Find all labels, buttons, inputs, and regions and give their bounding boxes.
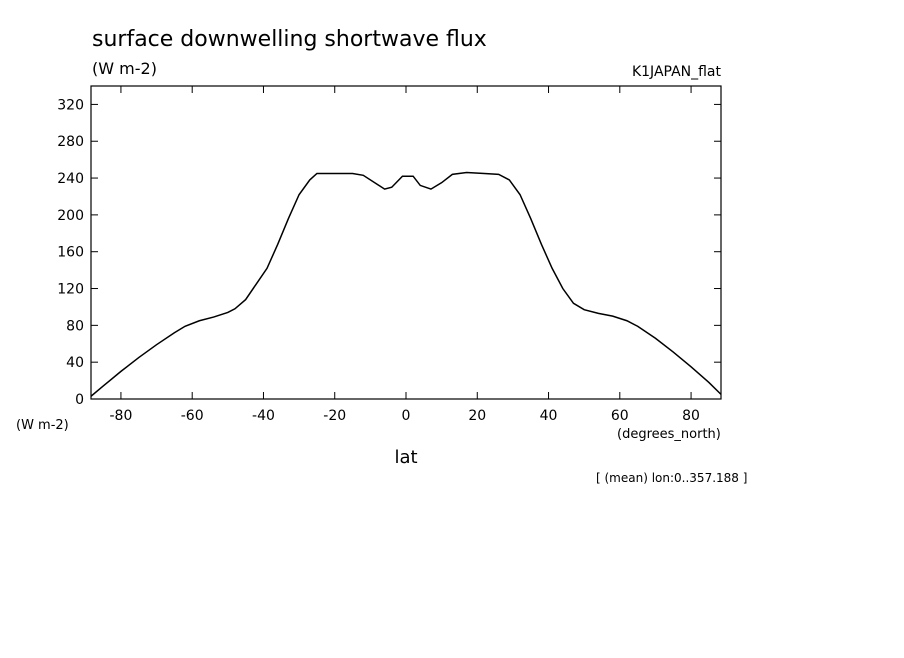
note: [ (mean) lon:0..357.188 ] xyxy=(596,471,747,485)
y-tick-label: 160 xyxy=(57,245,84,261)
y-tick-label: 0 xyxy=(75,392,84,408)
x-tick-label: -80 xyxy=(109,408,132,424)
y-tick-label: 120 xyxy=(57,282,84,298)
x-tick-label: 80 xyxy=(682,408,700,424)
data-line xyxy=(90,171,722,397)
y-tick-label: 80 xyxy=(66,318,84,334)
chart-title: surface downwelling shortwave flux xyxy=(92,27,487,52)
y-axis-unit: (W m-2) xyxy=(16,418,69,433)
x-tick-label: 40 xyxy=(540,408,558,424)
x-tick-label: -20 xyxy=(323,408,346,424)
x-tick-label: 60 xyxy=(611,408,629,424)
x-tick-label: -60 xyxy=(181,408,204,424)
y-unit: (W m-2) xyxy=(92,59,157,78)
x-unit: (degrees_north) xyxy=(617,427,721,442)
y-tick-label: 40 xyxy=(66,355,84,371)
plot-frame xyxy=(90,85,722,400)
x-axis-label: lat xyxy=(394,447,417,468)
y-tick-label: 200 xyxy=(57,208,84,224)
y-tick-label: 320 xyxy=(57,97,84,113)
x-tick-label: 20 xyxy=(468,408,486,424)
y-tick-label: 280 xyxy=(57,134,84,150)
y-tick-label: 240 xyxy=(57,171,84,187)
x-tick-label: -40 xyxy=(252,408,275,424)
x-tick-label: 0 xyxy=(402,408,411,424)
dataset-label: K1JAPAN_flat xyxy=(632,64,722,80)
